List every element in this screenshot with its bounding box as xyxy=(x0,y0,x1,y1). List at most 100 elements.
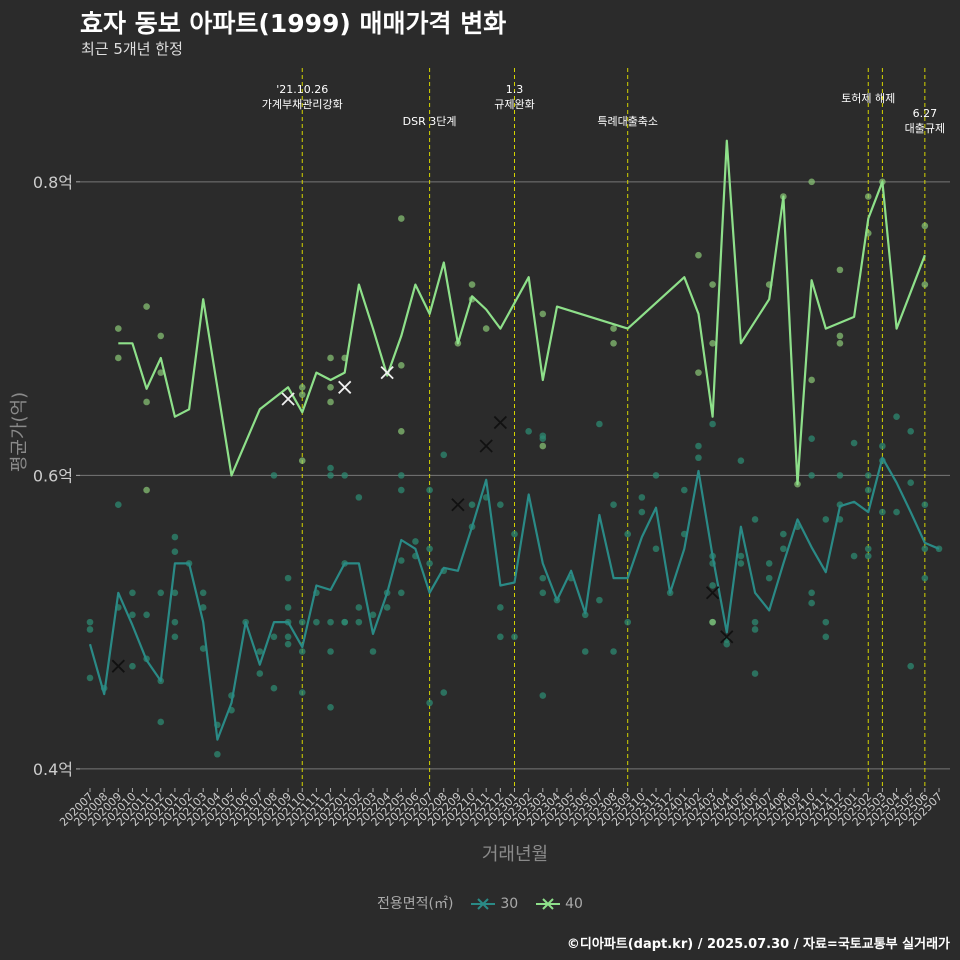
point-30 xyxy=(298,648,306,655)
legend-item-30: 30 xyxy=(470,896,518,912)
point-30 xyxy=(652,545,660,553)
point-40 xyxy=(143,398,150,406)
point-30 xyxy=(822,618,830,626)
point-30 xyxy=(171,618,179,626)
point-30 xyxy=(440,689,448,696)
point-30 xyxy=(751,670,759,677)
point-40 xyxy=(482,325,490,332)
point-30 xyxy=(426,545,433,553)
point-40 xyxy=(115,325,122,332)
point-30 xyxy=(737,560,745,567)
point-40 xyxy=(836,332,844,340)
point-30 xyxy=(129,611,136,619)
point-30 xyxy=(497,501,504,509)
point-30 xyxy=(171,533,179,541)
point-40 xyxy=(610,325,617,332)
point-30 xyxy=(270,472,278,479)
point-30 xyxy=(610,501,617,509)
point-30 xyxy=(157,589,165,597)
y-tick-label: 0.6억 xyxy=(33,466,73,485)
event-label: 가계부채관리강화 xyxy=(262,98,343,111)
point-30 xyxy=(822,516,830,523)
point-40 xyxy=(864,193,872,200)
y-tick-label: 0.8억 xyxy=(33,173,73,192)
point-30 xyxy=(780,530,787,538)
point-30 xyxy=(822,633,830,641)
point-30 xyxy=(398,472,405,479)
point-40 xyxy=(298,457,306,464)
legend-swatch-30 xyxy=(470,898,495,910)
marker-30 xyxy=(111,659,125,673)
point-40 xyxy=(468,281,476,288)
point-30 xyxy=(808,599,815,607)
legend-title: 전용면적(㎡) xyxy=(377,896,454,912)
point-30 xyxy=(214,750,221,758)
point-40 xyxy=(695,251,702,259)
marker-30 xyxy=(479,439,493,453)
point-30 xyxy=(921,574,929,582)
point-30 xyxy=(341,618,349,626)
marker-30 xyxy=(705,586,720,600)
point-30 xyxy=(369,611,377,619)
point-30 xyxy=(808,589,815,597)
marker-40 xyxy=(338,380,352,394)
point-30 xyxy=(157,718,165,726)
point-30 xyxy=(86,674,94,682)
point-30 xyxy=(850,439,858,447)
point-30 xyxy=(426,699,433,707)
point-30 xyxy=(199,645,207,652)
point-30 xyxy=(270,633,278,641)
point-30 xyxy=(327,703,334,711)
marker-30 xyxy=(451,498,465,512)
point-30 xyxy=(199,589,207,597)
point-30 xyxy=(525,428,532,435)
point-30 xyxy=(907,662,914,670)
point-30 xyxy=(581,648,589,655)
point-40 xyxy=(610,339,617,347)
x-axis-label: 거래년월 xyxy=(482,844,548,865)
point-30 xyxy=(369,648,377,655)
marker-40 xyxy=(380,365,394,380)
point-30 xyxy=(864,486,872,494)
point-30 xyxy=(907,428,914,435)
chart-title: 효자 동보 아파트(1999) 매매가격 변화 xyxy=(80,9,507,38)
point-30 xyxy=(709,420,716,428)
marker-30 xyxy=(720,630,734,644)
point-30 xyxy=(468,501,476,509)
point-40 xyxy=(539,442,547,450)
point-40 xyxy=(115,354,122,362)
point-30 xyxy=(695,442,702,450)
point-30 xyxy=(412,538,419,545)
point-30 xyxy=(383,604,391,611)
point-40 xyxy=(327,384,334,391)
point-30 xyxy=(355,618,363,626)
point-40 xyxy=(709,281,716,288)
point-40 xyxy=(398,215,405,222)
point-40 xyxy=(836,266,844,274)
legend-label-40: 40 xyxy=(565,896,583,912)
point-40 xyxy=(157,332,165,340)
point-30 xyxy=(341,472,349,479)
point-30 xyxy=(893,508,900,516)
point-30 xyxy=(610,648,617,655)
event-label: 6.27 xyxy=(913,107,938,120)
point-30 xyxy=(171,548,179,555)
event-label: 특례대출축소 xyxy=(597,115,658,128)
event-label: 규제완화 xyxy=(494,98,534,111)
point-30 xyxy=(581,611,589,619)
point-30 xyxy=(327,648,334,655)
point-30 xyxy=(298,618,306,626)
point-30 xyxy=(284,574,292,582)
point-40 xyxy=(298,391,306,398)
point-30 xyxy=(709,582,716,589)
point-30 xyxy=(723,640,731,648)
point-30 xyxy=(327,472,334,479)
point-30 xyxy=(780,545,787,553)
point-30 xyxy=(129,589,136,597)
point-30 xyxy=(398,486,405,494)
point-30 xyxy=(497,633,504,641)
point-30 xyxy=(539,435,547,442)
point-40 xyxy=(695,369,702,376)
